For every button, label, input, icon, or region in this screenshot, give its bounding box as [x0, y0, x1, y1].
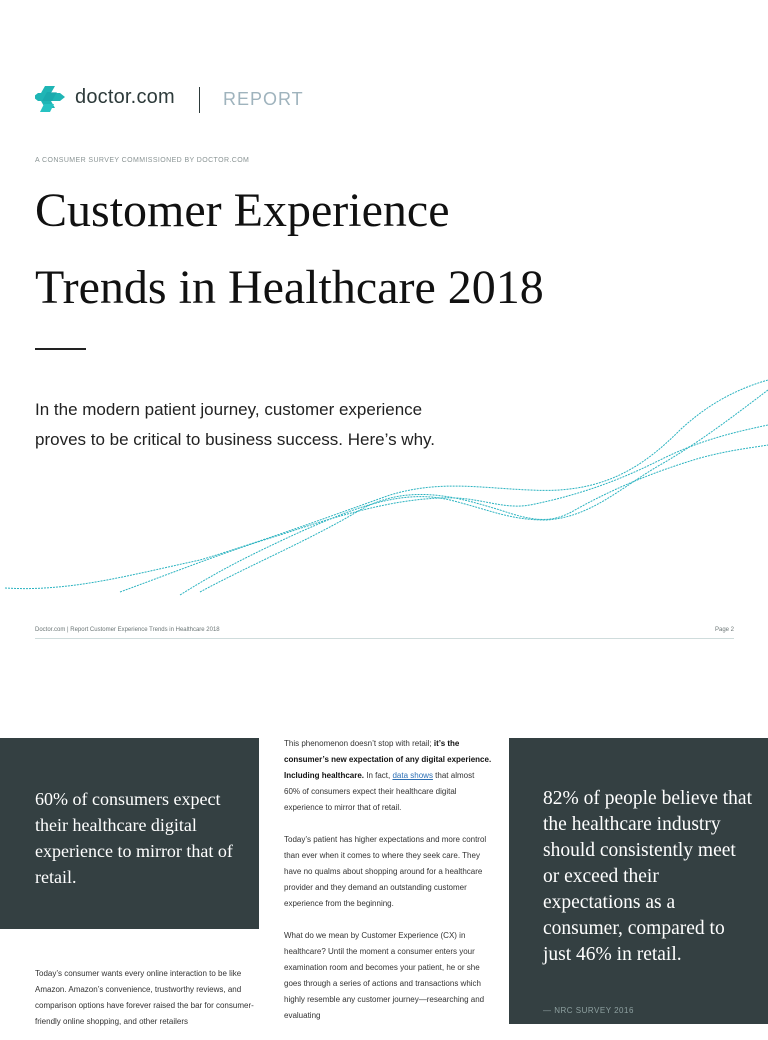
footer-page-number: Page 2 — [715, 627, 735, 633]
data-shows-link[interactable]: data shows — [392, 771, 433, 780]
mid-paragraph-1: This phenomenon doesn’t stop with retail… — [284, 736, 492, 816]
report-label: REPORT — [223, 89, 304, 109]
mid-p1-bold: it’s the consumer’s new expectation of a… — [284, 739, 492, 780]
left-stat-panel — [0, 738, 259, 929]
cover-kicker: A CONSUMER SURVEY COMMISSIONED BY DOCTOR… — [35, 157, 250, 164]
right-stat-source: — NRC SURVEY 2016 — [543, 1006, 634, 1015]
lede-line-2: proves to be critical to business succes… — [35, 430, 435, 449]
wave-line-1 — [4, 379, 768, 590]
footer-rule — [35, 638, 734, 639]
left-column-text: Today’s consumer wants every online inte… — [35, 969, 254, 1026]
right-stat-panel — [509, 738, 768, 1024]
decorative-wave-lines — [4, 379, 768, 596]
lede-line-1: In the modern patient journey, customer … — [35, 400, 423, 419]
middle-column: This phenomenon doesn’t stop with retail… — [284, 736, 492, 1040]
wave-line-4 — [199, 444, 768, 593]
right-stat-quote: 82% of people believe that the healthcar… — [543, 788, 753, 965]
title-underline — [35, 348, 86, 350]
title-line-2: Trends in Healthcare 2018 — [35, 261, 544, 314]
left-stat-quote: 60% of consumers expect their healthcare… — [35, 789, 233, 887]
mid-p1-text-c: In fact, — [364, 771, 393, 780]
header-divider — [199, 87, 200, 113]
mid-paragraph-3: What do we mean by Customer Experience (… — [284, 931, 485, 1020]
doctor-com-logo-icon — [35, 86, 65, 112]
wave-line-2 — [119, 424, 768, 593]
mid-p1-text-a: This phenomenon doesn’t stop with retail… — [284, 739, 434, 748]
footer-left: Doctor.com | Report Customer Experience … — [35, 627, 220, 633]
title-line-1: Customer Experience — [35, 184, 450, 237]
page-title: Customer Experience Trends in Healthcare… — [35, 172, 735, 326]
mid-paragraph-2: Today’s patient has higher expectations … — [284, 835, 487, 908]
cover-lede: In the modern patient journey, customer … — [35, 395, 515, 455]
wave-line-3 — [179, 389, 768, 596]
mid-p1-text-d: that almost 60% of consumers expect thei… — [284, 771, 475, 812]
brand-name: doctor.com — [75, 86, 175, 108]
